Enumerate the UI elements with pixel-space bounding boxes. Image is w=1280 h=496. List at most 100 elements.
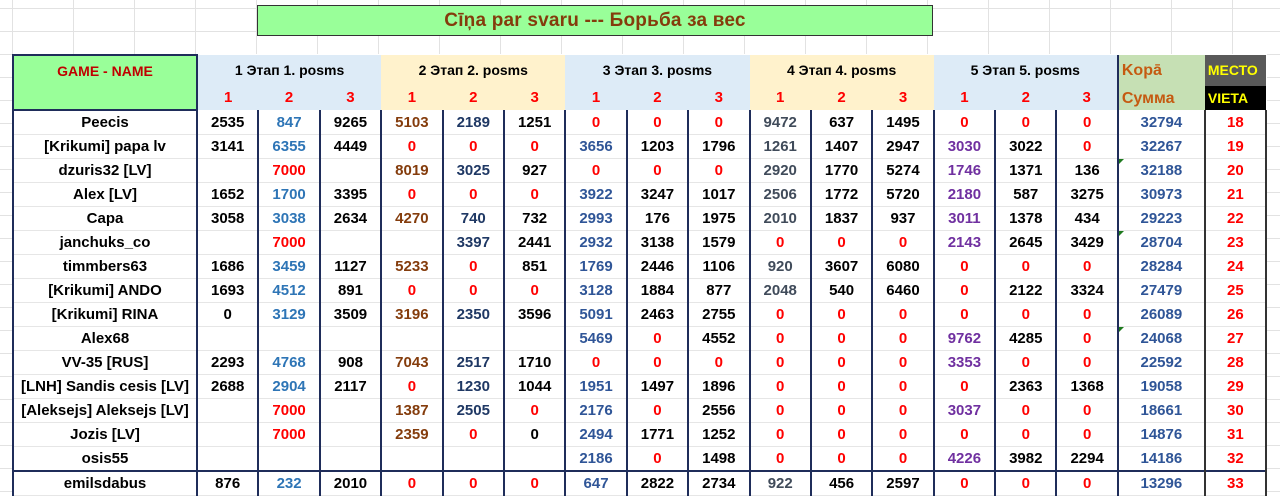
score-cell-stage4-2[interactable]: 0 xyxy=(809,326,873,351)
score-cell-stage1-1[interactable] xyxy=(195,326,259,351)
score-cell-stage3-2[interactable]: 1884 xyxy=(625,278,689,303)
score-cell-stage1-1[interactable]: 876 xyxy=(195,470,259,496)
score-cell-stage4-1[interactable]: 2920 xyxy=(748,158,811,183)
score-cell-stage4-2[interactable]: 0 xyxy=(809,446,873,472)
score-cell-stage2-1[interactable]: 0 xyxy=(380,182,443,207)
header-sum-ru[interactable]: Сумма xyxy=(1116,86,1205,110)
score-cell-stage3-2[interactable]: 0 xyxy=(625,110,689,135)
score-cell-stage4-2[interactable]: 1770 xyxy=(809,158,873,183)
score-cell-stage2-2[interactable]: 0 xyxy=(441,278,504,303)
score-cell-stage4-3[interactable]: 0 xyxy=(871,230,934,255)
header-s1-sub1[interactable]: 1 xyxy=(197,86,259,110)
player-name-cell[interactable]: emilsdabus xyxy=(12,470,198,496)
header-s1-sub2[interactable]: 2 xyxy=(258,86,320,110)
score-cell-stage4-1[interactable]: 0 xyxy=(748,422,811,447)
score-cell-stage5-2[interactable]: 0 xyxy=(994,254,1057,279)
score-cell-stage5-2[interactable]: 0 xyxy=(994,422,1057,447)
score-cell-stage5-3[interactable]: 0 xyxy=(1055,110,1118,135)
score-cell-stage2-2[interactable]: 3397 xyxy=(441,230,504,255)
score-cell-stage5-3[interactable]: 0 xyxy=(1055,134,1118,159)
score-cell-stage5-3[interactable]: 2294 xyxy=(1055,446,1118,472)
player-name-cell[interactable]: Alex [LV] xyxy=(12,182,198,207)
score-cell-stage1-2[interactable]: 1700 xyxy=(257,182,320,207)
score-cell-stage5-2[interactable]: 3022 xyxy=(994,134,1057,159)
score-cell-stage2-2[interactable]: 2350 xyxy=(441,302,504,327)
score-cell-stage1-3[interactable] xyxy=(318,422,382,447)
score-cell-stage5-1[interactable]: 0 xyxy=(932,302,996,327)
player-name-cell[interactable]: Peecis xyxy=(12,110,198,135)
score-cell-stage2-1[interactable]: 8019 xyxy=(380,158,443,183)
score-cell-stage4-3[interactable]: 0 xyxy=(871,446,934,472)
header-s5-sub3[interactable]: 3 xyxy=(1056,86,1118,110)
score-cell-stage3-1[interactable]: 647 xyxy=(564,470,627,496)
score-cell-stage2-3[interactable] xyxy=(502,446,566,472)
header-stage-3[interactable]: 3 Этап 3. posms xyxy=(565,55,750,86)
score-cell-stage3-3[interactable]: 1106 xyxy=(687,254,750,279)
score-cell-stage3-3[interactable]: 1017 xyxy=(687,182,750,207)
score-cell-stage2-2[interactable]: 0 xyxy=(441,422,504,447)
score-cell-stage5-1[interactable]: 1746 xyxy=(932,158,996,183)
header-s4-sub2[interactable]: 2 xyxy=(810,86,873,110)
player-name-cell[interactable]: osis55 xyxy=(12,446,198,472)
score-cell-stage1-3[interactable] xyxy=(318,398,382,423)
score-cell-stage3-3[interactable]: 0 xyxy=(687,350,750,375)
score-cell-stage3-3[interactable]: 0 xyxy=(687,110,750,135)
score-cell-stage1-3[interactable] xyxy=(318,158,382,183)
score-cell-stage3-2[interactable]: 0 xyxy=(625,350,689,375)
score-cell-stage3-2[interactable]: 0 xyxy=(625,158,689,183)
score-cell-stage1-3[interactable]: 891 xyxy=(318,278,382,303)
score-cell-stage1-3[interactable] xyxy=(318,326,382,351)
score-cell-stage1-2[interactable]: 3129 xyxy=(257,302,320,327)
header-s3-sub2[interactable]: 2 xyxy=(626,86,689,110)
score-cell-stage4-1[interactable]: 0 xyxy=(748,230,811,255)
rank-cell[interactable]: 31 xyxy=(1203,422,1267,447)
score-cell-stage2-2[interactable]: 0 xyxy=(441,182,504,207)
score-cell-stage1-1[interactable] xyxy=(195,422,259,447)
player-name-cell[interactable]: [Krikumi] RINA xyxy=(12,302,198,327)
score-cell-stage4-2[interactable]: 1407 xyxy=(809,134,873,159)
score-cell-stage1-2[interactable]: 6355 xyxy=(257,134,320,159)
total-sum-cell[interactable]: 30973 xyxy=(1116,182,1205,207)
player-name-cell[interactable]: Capa xyxy=(12,206,198,231)
score-cell-stage1-2[interactable] xyxy=(257,326,320,351)
score-cell-stage4-3[interactable]: 2947 xyxy=(871,134,934,159)
score-cell-stage3-2[interactable]: 3247 xyxy=(625,182,689,207)
score-cell-stage4-2[interactable]: 0 xyxy=(809,230,873,255)
score-cell-stage1-1[interactable]: 1652 xyxy=(195,182,259,207)
score-cell-stage3-1[interactable]: 1951 xyxy=(564,374,627,399)
score-cell-stage2-1[interactable] xyxy=(380,446,443,472)
score-cell-stage1-2[interactable]: 2904 xyxy=(257,374,320,399)
score-cell-stage3-1[interactable]: 0 xyxy=(564,350,627,375)
rank-cell[interactable]: 26 xyxy=(1203,302,1267,327)
score-cell-stage5-1[interactable]: 0 xyxy=(932,254,996,279)
total-sum-cell[interactable]: 19058 xyxy=(1116,374,1205,399)
score-cell-stage2-2[interactable]: 2189 xyxy=(441,110,504,135)
player-name-cell[interactable]: Alex68 xyxy=(12,326,198,351)
rank-cell[interactable]: 33 xyxy=(1203,470,1267,496)
score-cell-stage5-2[interactable]: 587 xyxy=(994,182,1057,207)
score-cell-stage4-2[interactable]: 0 xyxy=(809,374,873,399)
score-cell-stage4-2[interactable]: 3607 xyxy=(809,254,873,279)
score-cell-stage2-2[interactable]: 0 xyxy=(441,254,504,279)
rank-cell[interactable]: 25 xyxy=(1203,278,1267,303)
score-cell-stage1-3[interactable]: 2117 xyxy=(318,374,382,399)
score-cell-stage2-3[interactable]: 2441 xyxy=(502,230,566,255)
total-sum-cell[interactable]: 32188 xyxy=(1116,158,1205,183)
score-cell-stage1-1[interactable] xyxy=(195,158,259,183)
score-cell-stage5-3[interactable]: 3429 xyxy=(1055,230,1118,255)
score-cell-stage1-2[interactable]: 3459 xyxy=(257,254,320,279)
score-cell-stage2-2[interactable] xyxy=(441,326,504,351)
score-cell-stage2-1[interactable]: 4270 xyxy=(380,206,443,231)
score-cell-stage1-2[interactable]: 4512 xyxy=(257,278,320,303)
score-cell-stage2-2[interactable]: 0 xyxy=(441,134,504,159)
score-cell-stage1-3[interactable] xyxy=(318,446,382,472)
score-cell-stage1-3[interactable] xyxy=(318,230,382,255)
header-stage-1[interactable]: 1 Этап 1. posms xyxy=(197,55,382,86)
score-cell-stage5-1[interactable]: 2180 xyxy=(932,182,996,207)
score-cell-stage3-2[interactable]: 2822 xyxy=(625,470,689,496)
score-cell-stage1-3[interactable]: 908 xyxy=(318,350,382,375)
total-sum-cell[interactable]: 27479 xyxy=(1116,278,1205,303)
score-cell-stage3-1[interactable]: 2176 xyxy=(564,398,627,423)
score-cell-stage3-2[interactable]: 2446 xyxy=(625,254,689,279)
player-name-cell[interactable]: janchuks_co xyxy=(12,230,198,255)
